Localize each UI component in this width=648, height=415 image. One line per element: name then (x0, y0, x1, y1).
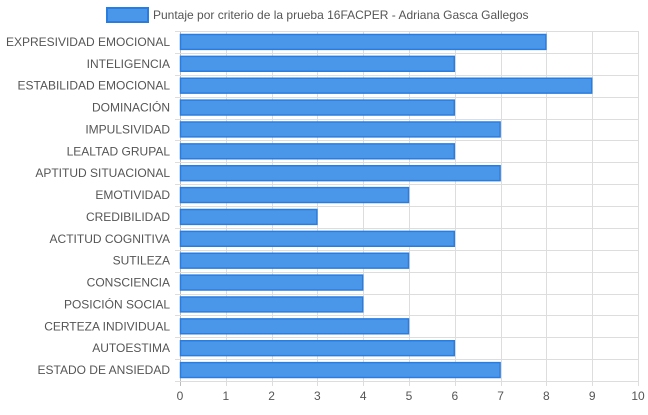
y-axis-label: ESTABILIDAD EMOCIONAL (18, 79, 171, 93)
bar[interactable] (179, 274, 364, 291)
bar[interactable] (179, 143, 456, 160)
x-axis-tick-label: 0 (177, 389, 184, 403)
bar[interactable] (179, 33, 547, 51)
x-axis-ticks: 0 1 2 3 4 5 6 7 8 9 10 (177, 389, 645, 403)
x-axis-tick-label: 5 (406, 389, 413, 403)
y-axis-label: POSICIÓN SOCIAL (64, 296, 170, 311)
bar[interactable] (179, 296, 364, 313)
legend-label[interactable]: Puntaje por criterio de la prueba 16FACP… (153, 8, 529, 22)
legend-swatch[interactable] (106, 7, 149, 23)
bar[interactable] (179, 99, 456, 116)
bar[interactable] (179, 208, 318, 226)
bar[interactable] (179, 230, 456, 247)
bar[interactable] (179, 318, 410, 335)
y-axis-label: LEALTAD GRUPAL (67, 144, 171, 158)
y-axis-labels: EXPRESIVIDAD EMOCIONAL INTELIGENCIA ESTABI… (6, 35, 170, 377)
bar[interactable] (179, 340, 456, 357)
y-axis-label: APTITUD SITUACIONAL (35, 166, 170, 180)
y-axis-label: EMOTIVIDAD (95, 188, 170, 202)
bar[interactable] (179, 252, 410, 269)
bar[interactable] (179, 121, 501, 138)
x-axis-tick-label: 10 (631, 389, 645, 403)
y-axis-label: SUTILEZA (113, 254, 170, 268)
x-axis-tick-label: 9 (589, 389, 596, 403)
bar[interactable] (179, 55, 456, 72)
x-axis-tick-label: 3 (314, 389, 321, 403)
y-axis-label: CERTEZA INDIVIDUAL (44, 319, 170, 333)
legend[interactable]: Puntaje por criterio de la prueba 16FACP… (106, 7, 529, 23)
y-axis-label: DOMINACIÓN (92, 100, 170, 115)
x-axis-tick-label: 4 (360, 389, 367, 403)
bar[interactable] (179, 77, 593, 94)
y-axis-label: ESTADO DE ANSIEDAD (38, 363, 171, 377)
x-axis-tick-label: 8 (543, 389, 550, 403)
x-axis-tick-label: 2 (268, 389, 275, 403)
bar[interactable] (179, 186, 410, 204)
bar[interactable] (179, 165, 501, 182)
y-axis-label: EXPRESIVIDAD EMOCIONAL (6, 35, 170, 49)
y-axis-label: CREDIBILIDAD (86, 210, 170, 224)
y-axis-label: CONSCIENCIA (87, 276, 170, 290)
y-axis-label: AUTOESTIMA (92, 341, 170, 355)
y-axis-label: ACTITUD COGNITIVA (50, 232, 170, 246)
y-axis-label: IMPULSIVIDAD (85, 122, 170, 136)
y-axis-label: INTELIGENCIA (87, 57, 170, 71)
x-axis-tick-label: 6 (451, 389, 458, 403)
x-axis-tick-label: 7 (497, 389, 504, 403)
x-axis-tick-label: 1 (222, 389, 229, 403)
bar[interactable] (179, 361, 501, 379)
bars (179, 33, 593, 379)
